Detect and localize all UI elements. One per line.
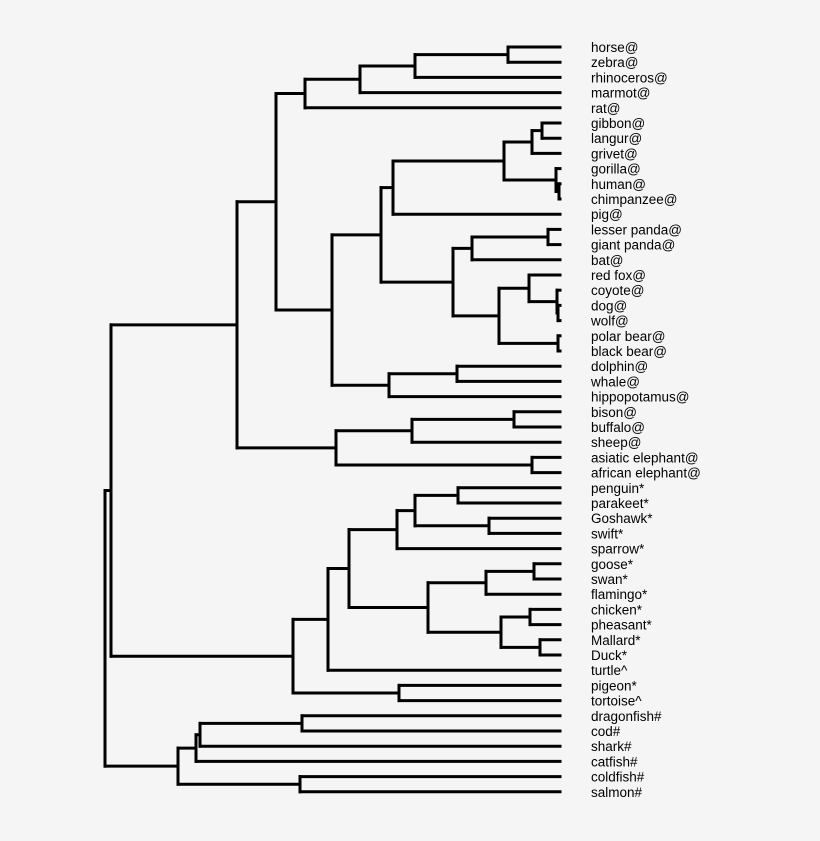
leaf-label: Mallard* — [591, 633, 641, 648]
leaf-label: rhinoceros@ — [591, 70, 668, 85]
leaf-label: pheasant* — [591, 618, 653, 633]
leaf-label: rat@ — [591, 101, 620, 116]
leaf-label: dragonfish# — [591, 709, 662, 724]
leaf-label: parakeet* — [591, 496, 650, 511]
leaf-label: swan* — [591, 572, 629, 587]
leaf-label: dog@ — [591, 298, 627, 313]
leaf-label: tortoise^ — [591, 694, 642, 709]
leaf-label: sheep@ — [591, 435, 642, 450]
leaf-label: Goshawk* — [591, 511, 653, 526]
leaf-label: whale@ — [590, 374, 640, 389]
leaf-label: goose* — [591, 557, 634, 572]
leaf-label: grivet@ — [591, 146, 638, 161]
leaf-label: sparrow* — [591, 542, 645, 557]
leaf-label: asiatic elephant@ — [591, 450, 699, 465]
leaf-label: cod# — [591, 724, 621, 739]
leaf-label: shark# — [591, 739, 632, 754]
leaf-label: horse@ — [591, 40, 638, 55]
leaf-label: catfish# — [591, 754, 638, 769]
leaf-label: pig@ — [591, 207, 623, 222]
leaf-label: marmot@ — [591, 86, 650, 101]
leaf-label: zebra@ — [591, 55, 638, 70]
leaf-label: langur@ — [591, 131, 642, 146]
leaf-label: coyote@ — [591, 283, 644, 298]
leaf-label: chicken* — [591, 602, 643, 617]
leaf-label: penguin* — [591, 481, 645, 496]
leaf-labels: horse@zebra@rhinoceros@marmot@rat@gibbon… — [590, 40, 701, 800]
leaf-label: wolf@ — [590, 314, 629, 329]
leaf-label: salmon# — [591, 785, 643, 800]
leaf-label: buffalo@ — [591, 420, 645, 435]
leaf-label: turtle^ — [591, 663, 628, 678]
leaf-label: giant panda@ — [591, 238, 675, 253]
leaf-label: human@ — [591, 177, 646, 192]
leaf-label: red fox@ — [591, 268, 646, 283]
dendrogram-branches — [103, 45, 562, 794]
leaf-label: african elephant@ — [591, 466, 701, 481]
leaf-label: swift* — [591, 526, 624, 541]
leaf-label: dolphin@ — [591, 359, 648, 374]
leaf-label: flamingo* — [591, 587, 648, 602]
leaf-label: hippopotamus@ — [591, 390, 690, 405]
leaf-label: Duck* — [591, 648, 628, 663]
leaf-label: pigeon* — [591, 678, 638, 693]
leaf-label: black bear@ — [591, 344, 667, 359]
leaf-label: lesser panda@ — [591, 222, 682, 237]
leaf-label: gorilla@ — [591, 162, 641, 177]
leaf-label: coldfish# — [591, 770, 645, 785]
leaf-label: bison@ — [591, 405, 637, 420]
leaf-label: gibbon@ — [591, 116, 645, 131]
leaf-label: polar bear@ — [591, 329, 666, 344]
leaf-label: bat@ — [591, 253, 623, 268]
leaf-label: chimpanzee@ — [591, 192, 678, 207]
